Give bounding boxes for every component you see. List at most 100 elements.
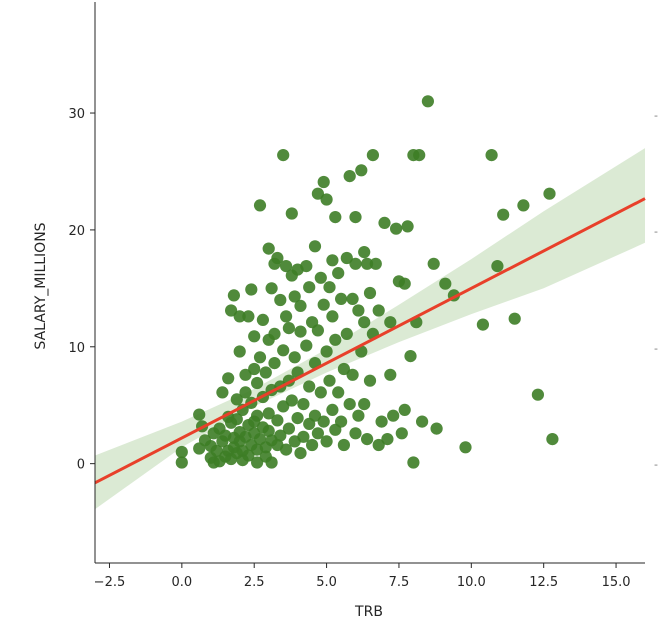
edge-fragment: - [654, 458, 658, 471]
x-tick-label: 5.0 [316, 575, 337, 590]
scatter-point [230, 413, 243, 426]
scatter-point [280, 310, 293, 323]
scatter-point [326, 403, 339, 416]
edge-fragment: - [654, 225, 658, 238]
scatter-point [311, 324, 324, 337]
scatter-point [323, 374, 336, 387]
scatter-point [288, 351, 301, 364]
scatter-point [303, 380, 316, 393]
scatter-point [303, 281, 316, 294]
scatter-point [233, 310, 246, 323]
scatter-point [317, 415, 330, 428]
scatter-point [277, 149, 290, 162]
edge-fragment: - [654, 342, 658, 355]
scatter-point [251, 376, 264, 390]
scatter-point [335, 415, 348, 428]
scatter-point [421, 95, 434, 108]
edge-fragment: - [654, 109, 658, 122]
axes-layer [94, 2, 645, 564]
scatter-point [282, 322, 295, 335]
scatter-point [306, 438, 319, 452]
scatter-point [300, 339, 313, 352]
scatter-point [326, 310, 339, 323]
scatter-point [332, 386, 345, 399]
scatter-point [326, 254, 339, 267]
scatter-point [329, 333, 342, 346]
scatter-point [343, 398, 356, 411]
scatter-point [531, 388, 545, 401]
scatter-point [256, 313, 269, 326]
scatter-point [277, 344, 290, 357]
scatter-point [317, 298, 330, 311]
x-tick-label: 12.5 [529, 575, 558, 590]
scatter-point [329, 211, 342, 224]
scatter-point [384, 316, 397, 329]
scatter-point [271, 414, 284, 427]
scatter-point [294, 325, 307, 338]
scatter-point [251, 456, 264, 469]
scatter-point [271, 251, 284, 265]
scatter-point [363, 374, 377, 387]
scatter-point [222, 372, 235, 385]
scatter-point [300, 260, 313, 273]
scatter-point [485, 149, 498, 162]
scatter-point [210, 444, 223, 457]
scatter-point [311, 187, 324, 200]
scatter-point [193, 408, 206, 421]
scatter-point [430, 422, 443, 435]
scatter-point [366, 149, 379, 162]
scatter-point [381, 433, 394, 446]
x-tick-label: −2.5 [94, 575, 126, 590]
scatter-point [268, 327, 281, 340]
x-tick-label: 7.5 [389, 575, 410, 590]
scatter-point [343, 170, 356, 183]
y-ticks: 0 10 20 30 [68, 107, 95, 473]
regression-line [94, 197, 646, 485]
scatter-point [251, 409, 264, 422]
scatter-point [369, 257, 382, 270]
scatter-point [285, 394, 298, 407]
y-tick-label: 30 [68, 107, 85, 122]
scatter-point [282, 422, 295, 435]
scatter-point [248, 330, 261, 343]
scatter-point [337, 438, 350, 452]
scatter-point [216, 386, 229, 399]
scatter-point [262, 407, 275, 420]
scatter-point [245, 283, 258, 296]
scatter-point [372, 304, 385, 317]
scatter-point [314, 271, 327, 284]
scatter-point [323, 281, 336, 294]
scatter-point [349, 211, 362, 224]
scatter-point [349, 427, 362, 440]
scatter-point [277, 400, 290, 413]
scatter-point [230, 393, 243, 406]
scatter-point [375, 415, 388, 428]
scatter-point [508, 312, 521, 325]
scatter-point [340, 327, 353, 340]
scatter-point [265, 456, 278, 469]
scatter-point [320, 435, 333, 448]
scatter-point [416, 415, 429, 428]
scatter-point [476, 318, 489, 331]
scatter-point [413, 149, 426, 162]
scatter-point [274, 429, 287, 442]
scatter-point [395, 427, 408, 440]
scatter-point [233, 345, 246, 358]
scatter-point [346, 368, 359, 381]
scatter-point [346, 292, 359, 305]
scatter-point [340, 251, 353, 265]
scatter-point [352, 409, 365, 422]
scatter-point [253, 199, 267, 212]
scatter-point [297, 398, 310, 411]
scatter-point [288, 290, 301, 303]
scatter-point [372, 438, 385, 452]
scatter-point [297, 430, 310, 443]
scatter-point [546, 433, 559, 446]
scatter-point [259, 366, 272, 379]
scatter-point [320, 345, 333, 358]
x-tick-label: 2.5 [244, 575, 265, 590]
scatter-point [358, 316, 371, 329]
scatter-point [242, 449, 255, 462]
scatter-point [239, 386, 252, 399]
scatter-point [175, 456, 188, 469]
